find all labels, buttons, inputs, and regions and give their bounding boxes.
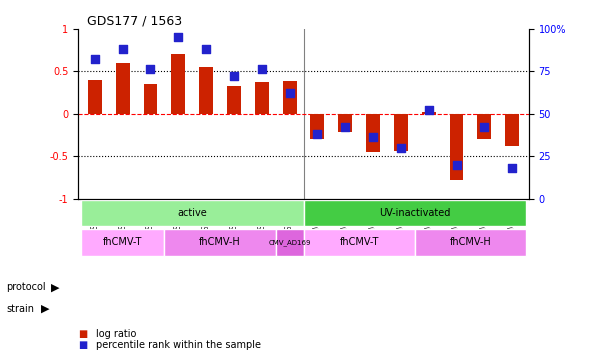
FancyBboxPatch shape xyxy=(415,229,526,256)
Bar xyxy=(282,81,296,114)
Bar xyxy=(255,82,269,114)
Point xyxy=(229,73,239,79)
Point xyxy=(313,131,322,137)
Text: GDS177 / 1563: GDS177 / 1563 xyxy=(87,14,182,27)
Point xyxy=(285,90,294,96)
Bar xyxy=(338,114,352,132)
Text: fhCMV-T: fhCMV-T xyxy=(340,237,379,247)
Point xyxy=(118,46,127,52)
Bar xyxy=(116,62,130,114)
Point xyxy=(257,66,267,72)
Text: ■: ■ xyxy=(78,340,87,350)
Point xyxy=(480,124,489,130)
FancyBboxPatch shape xyxy=(81,229,165,256)
FancyBboxPatch shape xyxy=(165,229,276,256)
Bar xyxy=(422,112,436,114)
Text: fhCMV-H: fhCMV-H xyxy=(450,237,492,247)
FancyBboxPatch shape xyxy=(81,200,304,226)
Bar xyxy=(366,114,380,152)
Bar xyxy=(227,86,241,114)
Text: ▶: ▶ xyxy=(51,282,59,292)
Point xyxy=(201,46,211,52)
Text: log ratio: log ratio xyxy=(96,329,136,339)
FancyBboxPatch shape xyxy=(304,229,415,256)
Point xyxy=(424,107,433,113)
Bar xyxy=(144,84,157,114)
Bar xyxy=(394,114,408,151)
Text: fhCMV-H: fhCMV-H xyxy=(199,237,241,247)
Bar xyxy=(199,67,213,114)
Text: active: active xyxy=(177,208,207,218)
Text: CMV_AD169: CMV_AD169 xyxy=(268,239,311,246)
Point xyxy=(340,124,350,130)
FancyBboxPatch shape xyxy=(304,200,526,226)
FancyBboxPatch shape xyxy=(276,229,304,256)
Bar xyxy=(450,114,463,180)
Text: protocol: protocol xyxy=(6,282,46,292)
Point xyxy=(396,145,406,151)
Text: fhCMV-T: fhCMV-T xyxy=(103,237,142,247)
Text: ▶: ▶ xyxy=(41,304,49,314)
Bar xyxy=(505,114,519,146)
Bar xyxy=(477,114,492,139)
Point xyxy=(90,56,100,62)
Point xyxy=(174,34,183,40)
Point xyxy=(452,162,462,167)
Point xyxy=(145,66,155,72)
Bar xyxy=(88,80,102,114)
Text: percentile rank within the sample: percentile rank within the sample xyxy=(96,340,261,350)
Text: UV-inactivated: UV-inactivated xyxy=(379,208,451,218)
Bar xyxy=(311,114,325,139)
Text: ■: ■ xyxy=(78,329,87,339)
Point xyxy=(507,165,517,171)
Point xyxy=(368,135,378,140)
Bar xyxy=(171,54,185,114)
Text: strain: strain xyxy=(6,304,34,314)
